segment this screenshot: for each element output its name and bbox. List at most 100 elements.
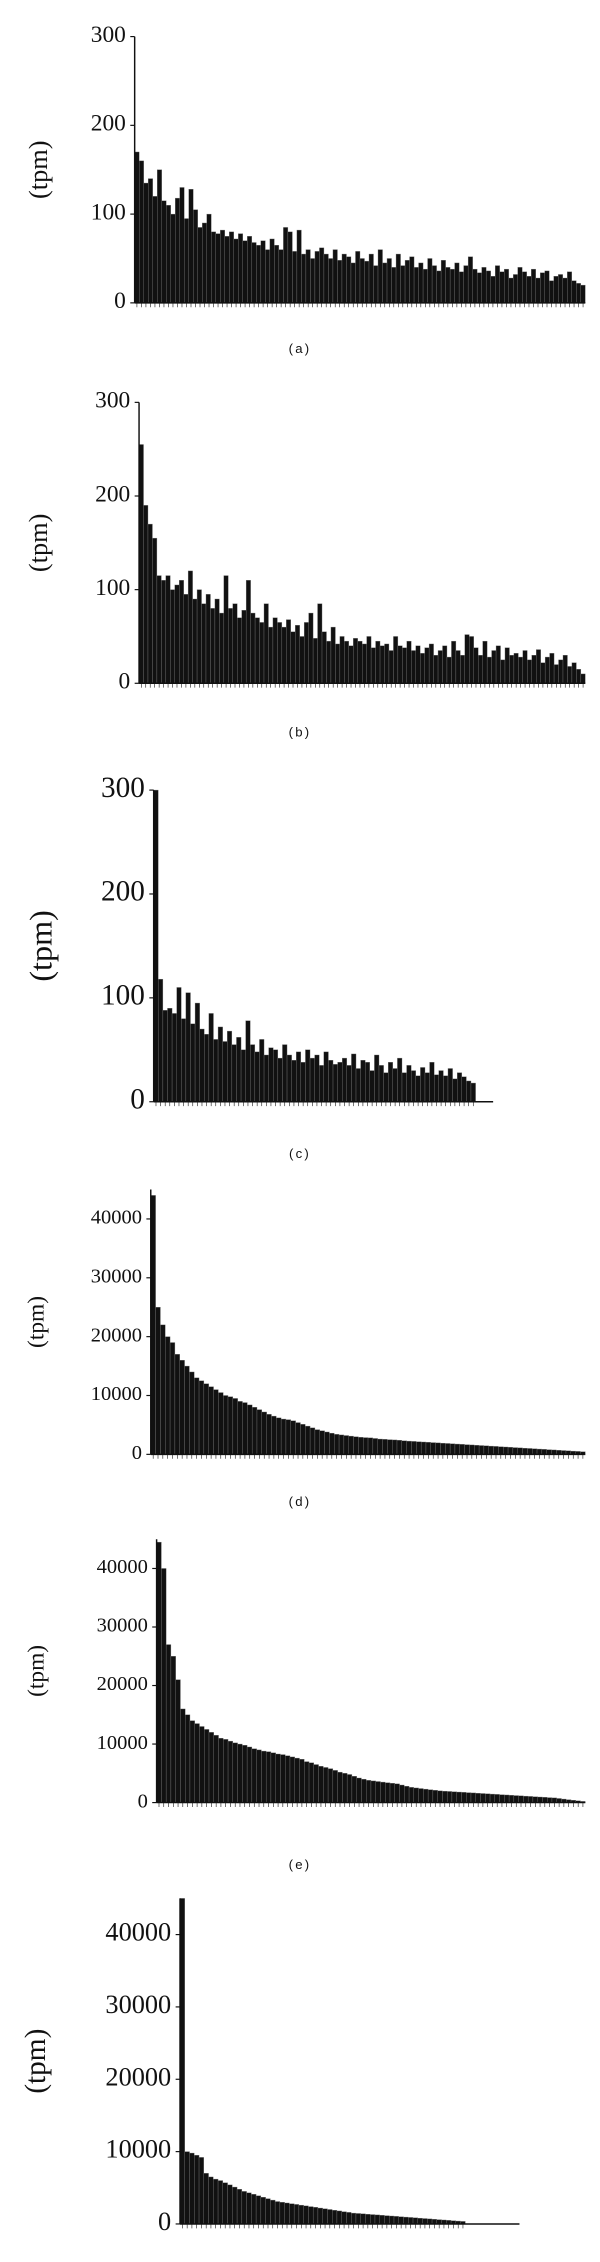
bar bbox=[308, 2206, 314, 2225]
bar bbox=[379, 2215, 385, 2225]
bar bbox=[420, 1067, 426, 1102]
bar bbox=[424, 1072, 430, 1102]
bar bbox=[408, 1787, 415, 1803]
bar bbox=[370, 647, 376, 684]
bar bbox=[199, 1028, 205, 1102]
bar bbox=[176, 987, 182, 1102]
bar bbox=[236, 2189, 243, 2225]
bar bbox=[223, 575, 229, 684]
bar bbox=[342, 1057, 348, 1102]
bar bbox=[532, 1448, 538, 1455]
bar bbox=[436, 270, 442, 304]
bar bbox=[289, 1756, 295, 1803]
bar bbox=[174, 584, 180, 684]
bar bbox=[303, 622, 309, 684]
bar bbox=[386, 258, 392, 304]
bar bbox=[256, 244, 262, 304]
bar bbox=[443, 1075, 449, 1102]
bar bbox=[567, 271, 572, 304]
bar bbox=[353, 1436, 359, 1455]
bar bbox=[375, 640, 381, 684]
bar bbox=[355, 1068, 361, 1102]
bar bbox=[547, 1797, 553, 1803]
bar bbox=[180, 1708, 186, 1803]
bar bbox=[179, 1360, 185, 1455]
bar bbox=[296, 229, 302, 304]
bar bbox=[237, 1401, 243, 1455]
bar bbox=[285, 1755, 291, 1803]
bar bbox=[494, 1794, 500, 1803]
bar bbox=[283, 227, 289, 304]
bar bbox=[437, 1790, 443, 1803]
bar bbox=[562, 655, 568, 684]
bar bbox=[495, 645, 501, 684]
bar bbox=[254, 1051, 260, 1102]
bar bbox=[174, 1354, 180, 1455]
bar bbox=[261, 1750, 267, 1803]
bar bbox=[286, 1054, 292, 1102]
bar bbox=[183, 594, 189, 684]
bar bbox=[532, 1796, 538, 1803]
bar bbox=[411, 650, 416, 684]
bar bbox=[365, 1062, 370, 1102]
bar bbox=[175, 1679, 181, 1803]
bar bbox=[456, 1791, 462, 1803]
bar bbox=[411, 1441, 417, 1455]
bar bbox=[377, 249, 383, 304]
bar bbox=[346, 1065, 352, 1102]
bar bbox=[194, 1723, 200, 1803]
bar bbox=[464, 1444, 470, 1455]
bar bbox=[330, 626, 336, 684]
bar bbox=[475, 1793, 481, 1803]
bar bbox=[276, 1417, 282, 1455]
bar bbox=[413, 1787, 419, 1803]
bar bbox=[290, 1420, 296, 1455]
bar bbox=[161, 200, 167, 304]
bar bbox=[301, 253, 307, 304]
bar bbox=[571, 280, 577, 304]
bar bbox=[507, 1447, 514, 1455]
bar bbox=[305, 249, 311, 304]
bar bbox=[222, 2182, 228, 2225]
bar bbox=[208, 2176, 214, 2225]
bar bbox=[165, 1644, 172, 1803]
bar bbox=[498, 1446, 504, 1455]
bar bbox=[250, 1044, 256, 1102]
bar bbox=[513, 274, 518, 304]
bar bbox=[447, 1068, 453, 1102]
bar bbox=[360, 2213, 366, 2225]
bar bbox=[356, 1777, 362, 1803]
bar bbox=[553, 276, 559, 304]
bar bbox=[504, 1794, 510, 1803]
bar bbox=[202, 222, 207, 304]
bar bbox=[428, 643, 434, 684]
bar bbox=[281, 626, 287, 684]
bar bbox=[171, 1013, 177, 1102]
bar bbox=[367, 1437, 374, 1455]
bar bbox=[170, 589, 175, 684]
bar bbox=[270, 2199, 276, 2225]
bar bbox=[241, 610, 247, 684]
bar bbox=[323, 253, 329, 304]
bar bbox=[401, 1440, 407, 1455]
bar bbox=[326, 640, 332, 684]
bar bbox=[165, 1336, 171, 1455]
bar bbox=[489, 1793, 495, 1803]
bar bbox=[504, 647, 510, 684]
bar bbox=[255, 2195, 262, 2225]
bar bbox=[223, 1739, 229, 1803]
bar bbox=[332, 249, 338, 304]
bar bbox=[179, 580, 184, 684]
bar bbox=[229, 231, 234, 304]
bar bbox=[544, 270, 550, 304]
bar bbox=[374, 1054, 380, 1102]
bar bbox=[411, 1070, 416, 1102]
bar bbox=[187, 570, 193, 684]
bar bbox=[380, 1781, 386, 1803]
bar bbox=[265, 2198, 271, 2225]
bar bbox=[431, 265, 437, 304]
bar bbox=[396, 1440, 403, 1455]
bar bbox=[499, 1794, 505, 1803]
bar bbox=[274, 2201, 281, 2225]
bar bbox=[295, 625, 300, 684]
